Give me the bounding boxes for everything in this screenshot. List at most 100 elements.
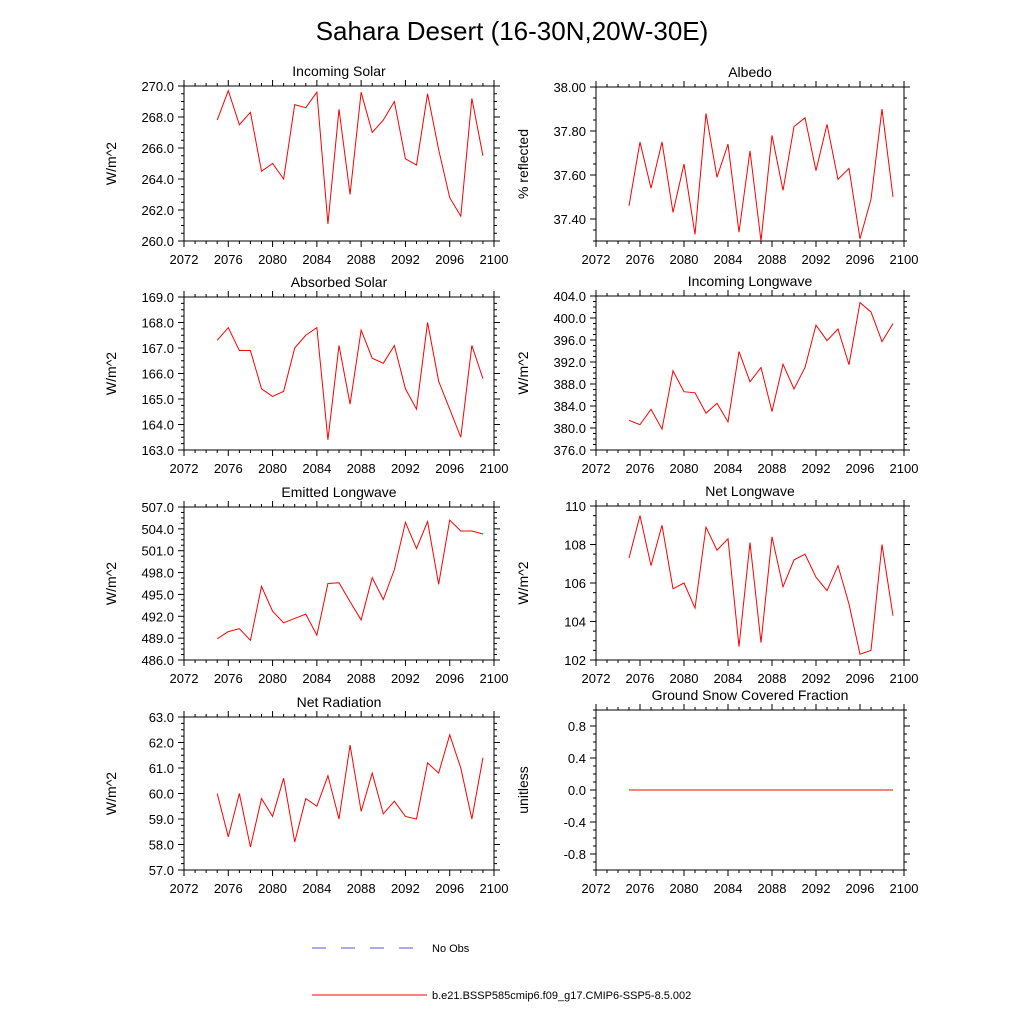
plot-frame (595, 505, 905, 661)
y-tick-label: 58.0 (149, 838, 174, 853)
x-tick-label: 2072 (170, 671, 199, 686)
y-tick-label: 388.0 (553, 377, 586, 392)
x-tick-label: 2080 (670, 252, 699, 267)
x-tick-label: 2076 (214, 461, 243, 476)
y-tick-label: 102 (564, 653, 586, 668)
y-tick-label: 498.0 (141, 566, 174, 581)
x-tick-label: 2072 (170, 252, 199, 267)
x-tick-label: 2092 (802, 252, 831, 267)
y-tick-label: 486.0 (141, 653, 174, 668)
y-axis-label: unitless (515, 766, 531, 813)
series-line (628, 108, 894, 242)
x-tick-label: 2084 (302, 881, 331, 896)
y-tick-label: 0.8 (568, 719, 586, 734)
y-axis-label: W/m^2 (103, 562, 119, 605)
y-tick-label: 167.0 (141, 341, 174, 356)
y-axis-label: W/m^2 (103, 772, 119, 815)
panel-5: 2072 2076 2080 2084 2088 2092 2096 2100 486.0 489… (103, 484, 508, 686)
x-tick-label: 2084 (302, 252, 331, 267)
y-tick-label: -0.4 (564, 815, 586, 830)
panel-title: Incoming Solar (292, 63, 386, 79)
y-tick-label: 0.4 (568, 751, 586, 766)
x-tick-label: 2088 (347, 461, 376, 476)
x-tick-label: 2076 (214, 252, 243, 267)
y-tick-label: 37.40 (553, 212, 586, 227)
x-tick-label: 2092 (391, 252, 420, 267)
y-tick-label: 168.0 (141, 316, 174, 331)
y-tick-label: 396.0 (553, 333, 586, 348)
series-line (216, 519, 484, 642)
y-tick-label: 384.0 (553, 399, 586, 414)
x-tick-label: 2072 (582, 881, 611, 896)
y-tick-label: 38.00 (553, 80, 586, 95)
x-tick-label: 2076 (626, 252, 655, 267)
panel-1: 2072 2076 2080 2084 2088 2092 2096 2100 260.0 262… (103, 63, 508, 267)
panel-2: 2072 2076 2080 2084 2088 2092 2096 2100 37.40 37.… (515, 64, 918, 267)
x-tick-label: 2080 (258, 252, 287, 267)
y-tick-label: 63.0 (149, 710, 174, 725)
panel-title: Net Longwave (705, 483, 795, 499)
y-tick-label: 108 (564, 538, 586, 553)
x-tick-label: 2092 (802, 671, 831, 686)
plot-frame (595, 86, 905, 242)
y-tick-label: 106 (564, 576, 586, 591)
panel-7: 2072 2076 2080 2084 2088 2092 2096 2100 57.0 58.0… (103, 694, 508, 896)
y-axis-label: W/m^2 (515, 561, 531, 604)
y-tick-label: 501.0 (141, 544, 174, 559)
y-tick-label: 404.0 (553, 289, 586, 304)
x-tick-label: 2084 (302, 671, 331, 686)
x-tick-label: 2088 (347, 881, 376, 896)
y-tick-label: 262.0 (141, 203, 174, 218)
x-tick-label: 2072 (582, 252, 611, 267)
x-tick-label: 2096 (846, 252, 875, 267)
y-tick-label: 380.0 (553, 421, 586, 436)
y-tick-label: 169.0 (141, 290, 174, 305)
x-tick-label: 2076 (626, 881, 655, 896)
x-tick-label: 2096 (846, 461, 875, 476)
x-tick-label: 2076 (626, 671, 655, 686)
y-tick-label: 504.0 (141, 522, 174, 537)
x-tick-label: 2080 (670, 881, 699, 896)
x-tick-label: 2092 (391, 671, 420, 686)
panel-title: Emitted Longwave (281, 484, 396, 500)
x-tick-label: 2100 (890, 671, 919, 686)
x-tick-label: 2100 (480, 252, 509, 267)
panel-4: 2072 2076 2080 2084 2088 2092 2096 2100 376.0 380… (515, 273, 918, 476)
x-tick-label: 2080 (670, 671, 699, 686)
x-tick-label: 2080 (258, 671, 287, 686)
y-tick-label: -0.8 (564, 847, 586, 862)
x-tick-label: 2084 (714, 252, 743, 267)
x-tick-label: 2084 (714, 461, 743, 476)
x-tick-label: 2072 (170, 461, 199, 476)
y-tick-label: 376.0 (553, 443, 586, 458)
x-tick-label: 2096 (846, 671, 875, 686)
x-tick-label: 2076 (214, 881, 243, 896)
x-tick-label: 2100 (890, 881, 919, 896)
x-tick-label: 2092 (391, 461, 420, 476)
y-tick-label: 400.0 (553, 311, 586, 326)
y-tick-label: 270.0 (141, 79, 174, 94)
x-tick-label: 2100 (890, 252, 919, 267)
main-title: Sahara Desert (16-30N,20W-30E) (316, 16, 709, 46)
panel-title: Ground Snow Covered Fraction (652, 687, 849, 703)
y-tick-label: 62.0 (149, 736, 174, 751)
panel-6: 2072 2076 2080 2084 2088 2092 2096 2100 102 104 10… (515, 483, 918, 686)
x-tick-label: 2076 (214, 671, 243, 686)
y-tick-label: 60.0 (149, 787, 174, 802)
legend: No Obs b.e21.BSSP585cmip6.f09_g17.CMIP6-… (312, 943, 691, 1002)
x-tick-label: 2100 (890, 461, 919, 476)
panel-title: Net Radiation (297, 694, 382, 710)
x-tick-label: 2088 (758, 461, 787, 476)
legend-label-no-obs: No Obs (432, 943, 470, 955)
x-tick-label: 2100 (480, 671, 509, 686)
x-tick-label: 2096 (435, 881, 464, 896)
x-tick-label: 2096 (435, 252, 464, 267)
y-tick-label: 0.0 (568, 783, 586, 798)
x-tick-label: 2088 (347, 252, 376, 267)
y-axis-label: W/m^2 (103, 142, 119, 185)
y-tick-label: 264.0 (141, 172, 174, 187)
panel-title: Absorbed Solar (291, 274, 388, 290)
panel-8: 2072 2076 2080 2084 2088 2092 2096 2100 -0.8 -0.4… (515, 687, 918, 896)
series-line (216, 733, 484, 848)
y-tick-label: 110 (565, 499, 586, 514)
